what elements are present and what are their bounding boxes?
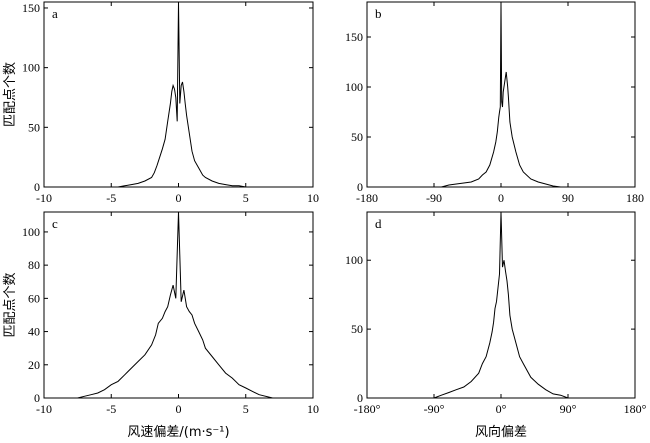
y-tick-label: 20 bbox=[28, 358, 40, 372]
x-tick-label: 5 bbox=[243, 402, 249, 416]
y-tick-label: 60 bbox=[28, 291, 40, 305]
panel-label: a bbox=[52, 6, 58, 21]
x-tick-label: -5 bbox=[106, 191, 116, 205]
x-tick-label: 180° bbox=[624, 402, 647, 416]
x-tick-label: -90 bbox=[426, 191, 442, 205]
x-tick-label: 10 bbox=[307, 191, 319, 205]
series-line bbox=[441, 1, 561, 188]
plot-frame bbox=[366, 211, 636, 399]
y-tick-label: 0 bbox=[34, 391, 40, 405]
panel-label: c bbox=[52, 216, 58, 231]
panel-d: -180° -90° 0° 90° 180° 0 50 100 d 风向偏差 bbox=[345, 211, 647, 440]
y-tick-label: 80 bbox=[28, 258, 40, 272]
x-tick-label: -180° bbox=[354, 402, 381, 416]
series-line bbox=[77, 211, 273, 399]
y-tick-label: 150 bbox=[345, 30, 363, 44]
panel-label: b bbox=[375, 6, 382, 21]
y-tick-label: 0 bbox=[357, 391, 363, 405]
y-axis-label: 匹配点个数 bbox=[3, 272, 18, 337]
x-tick-label: -180 bbox=[356, 191, 378, 205]
x-tick-label: 10 bbox=[307, 402, 319, 416]
x-tick-label: 5 bbox=[243, 191, 249, 205]
panel-label: d bbox=[375, 216, 382, 231]
y-tick-label: 150 bbox=[22, 1, 40, 15]
y-tick-label: 50 bbox=[28, 120, 40, 134]
y-tick-label: 40 bbox=[28, 325, 40, 339]
series-line bbox=[433, 211, 569, 399]
y-tick-label: 100 bbox=[22, 61, 40, 75]
x-tick-label: 0° bbox=[496, 402, 507, 416]
y-tick-label: 0 bbox=[34, 180, 40, 194]
y-tick-label: 100 bbox=[22, 225, 40, 239]
series-line bbox=[111, 1, 260, 188]
x-tick-label: 90 bbox=[562, 191, 574, 205]
y-tick-label: 0 bbox=[357, 180, 363, 194]
plot-frame bbox=[43, 211, 314, 399]
x-tick-label: 180 bbox=[626, 191, 644, 205]
x-tick-label: 0 bbox=[176, 402, 182, 416]
x-axis-label: 风向偏差 bbox=[475, 424, 527, 440]
x-tick-label: 0 bbox=[176, 191, 182, 205]
x-tick-label: 0 bbox=[498, 191, 504, 205]
panel-b: -180 -90 0 90 180 0 50 100 150 b bbox=[345, 1, 644, 205]
y-axis-label: 匹配点个数 bbox=[3, 62, 18, 127]
x-tick-label: -10 bbox=[36, 191, 52, 205]
x-tick-label: -5 bbox=[106, 402, 116, 416]
x-tick-label: 90° bbox=[560, 402, 577, 416]
y-tick-label: 50 bbox=[351, 322, 363, 336]
x-tick-label: -90° bbox=[424, 402, 445, 416]
y-tick-label: 100 bbox=[345, 253, 363, 267]
x-axis-label: 风速偏差/(m·s⁻¹) bbox=[127, 425, 229, 440]
y-tick-label: 50 bbox=[351, 130, 363, 144]
y-tick-label: 100 bbox=[345, 80, 363, 94]
x-tick-label: -10 bbox=[36, 402, 52, 416]
